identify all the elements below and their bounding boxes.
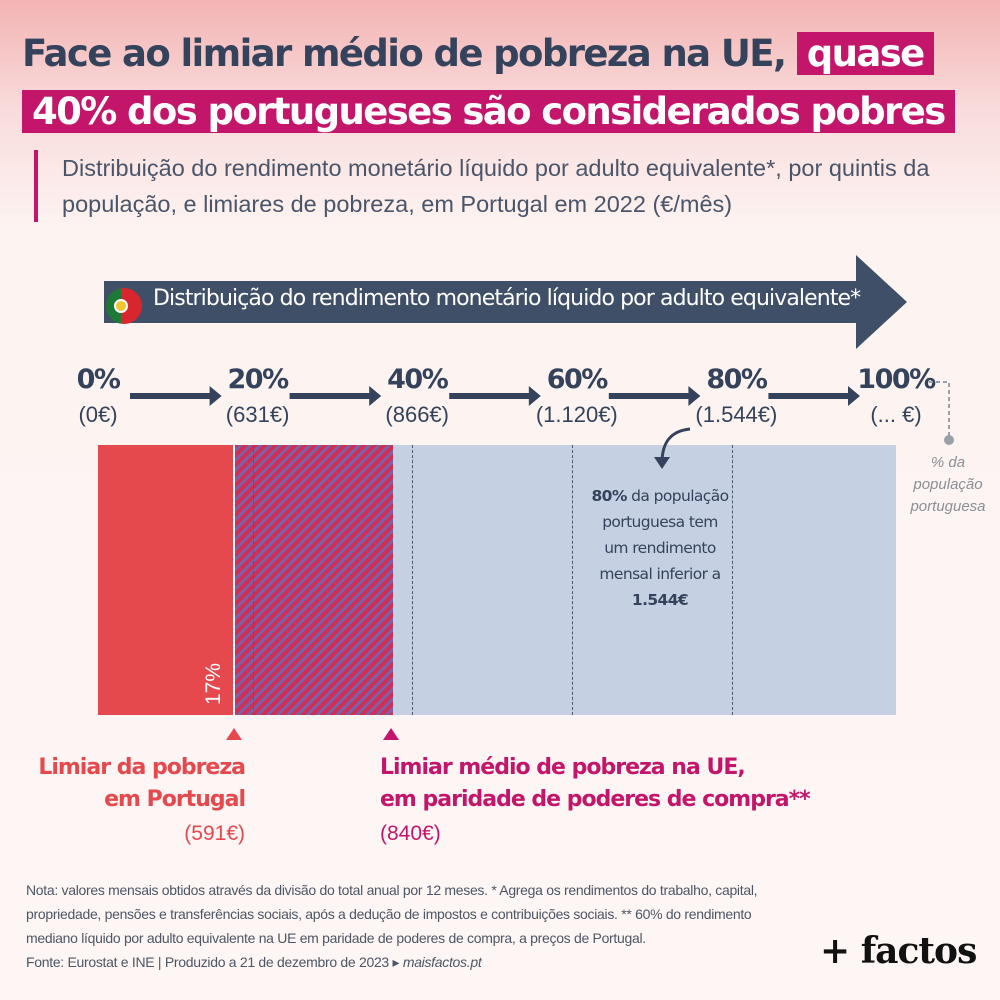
quantile-percent-1: 20% <box>227 364 290 395</box>
footnote: Nota: valores mensais obtidos através da… <box>26 878 806 974</box>
quintile-divider-40 <box>412 445 413 715</box>
quantile-value-4: (1.544€) <box>695 402 778 427</box>
footnote-text: Nota: valores mensais obtidos através da… <box>26 882 758 946</box>
brand-logo: + factos <box>820 930 977 972</box>
quantile-percent-5: 100% <box>857 364 936 395</box>
side-note-connector <box>929 381 954 445</box>
quantile-arrows <box>130 386 860 406</box>
pt-share-label: 17% <box>202 662 225 705</box>
pt-threshold-value: (591€) <box>184 822 245 845</box>
annotation-80-start: 80% <box>591 487 628 505</box>
subtitle: Distribuição do rendimento monetário líq… <box>34 150 1000 222</box>
quantile-value-5: (... €) <box>870 402 922 427</box>
quintile-divider-80 <box>732 445 733 715</box>
quantile-value-3: (1.120€) <box>535 402 618 427</box>
quantile-percent-2: 40% <box>387 364 449 395</box>
quantile-arrow-4 <box>768 386 860 406</box>
annotation-arrow <box>654 427 691 469</box>
portugal-flag-icon <box>106 288 142 324</box>
quantile-value-1: (631€) <box>225 402 290 427</box>
annotation-80-end: 1.544€ <box>631 591 689 609</box>
title-line-1: Face ao limiar médio de pobreza na UE, q… <box>22 28 934 80</box>
title-highlight-2: 40% dos portugueses são considerados pob… <box>22 90 955 133</box>
quantile-percent-4: 80% <box>706 364 768 395</box>
eu-threshold-name-1: Limiar médio de pobreza na UE, <box>380 755 746 780</box>
source-site-link[interactable]: maisfactos.pt <box>402 954 482 970</box>
pt-threshold-line <box>233 445 235 715</box>
annotation-80-mid: da população portuguesa tem um rendiment… <box>599 487 729 583</box>
quantile-arrow-2 <box>449 386 541 406</box>
quantile-arrow-1 <box>289 386 382 406</box>
title-line-2: 40% dos portugueses são considerados pob… <box>22 86 955 138</box>
eu-threshold-marker <box>383 728 399 740</box>
pt-threshold-marker <box>226 728 242 740</box>
annotation-80: 80% da população portuguesa tem um rendi… <box>590 483 730 613</box>
quantile-percent-3: 60% <box>546 364 609 395</box>
eu-threshold-value: (840€) <box>380 822 441 845</box>
title-plain: Face ao limiar médio de pobreza na UE, <box>22 32 787 75</box>
header-arrow-label: Distribuição do rendimento monetário líq… <box>153 286 861 311</box>
header-arrow <box>104 255 907 349</box>
quantile-value-2: (866€) <box>385 402 449 427</box>
eu-threshold-hatch <box>233 445 393 715</box>
quintile-divider-20 <box>253 445 254 715</box>
quantile-percent-0: 0% <box>76 364 121 395</box>
quantile-value-0: (0€) <box>78 402 118 427</box>
quintile-divider-60 <box>572 445 573 715</box>
title-highlight-1: quase <box>796 32 934 75</box>
eu-threshold-name-2: em paridade de poderes de compra** <box>380 787 811 812</box>
pt-threshold-name-2: em Portugal <box>104 787 246 812</box>
footnote-source: Fonte: Eurostat e INE | Produzido a 21 d… <box>26 950 806 974</box>
pt-threshold-fill <box>98 445 233 715</box>
pt-threshold-label: Limiar da pobreza em Portugal <box>0 752 246 816</box>
pt-threshold-name-1: Limiar da pobreza <box>38 755 246 780</box>
eu-threshold-label: Limiar médio de pobreza na UE, em parida… <box>380 752 811 816</box>
side-note: % da população portuguesa <box>910 454 986 515</box>
quantile-arrow-0 <box>130 386 222 406</box>
source-text: Fonte: Eurostat e INE | Produzido a 21 d… <box>26 954 403 970</box>
quantile-arrow-3 <box>608 386 701 406</box>
